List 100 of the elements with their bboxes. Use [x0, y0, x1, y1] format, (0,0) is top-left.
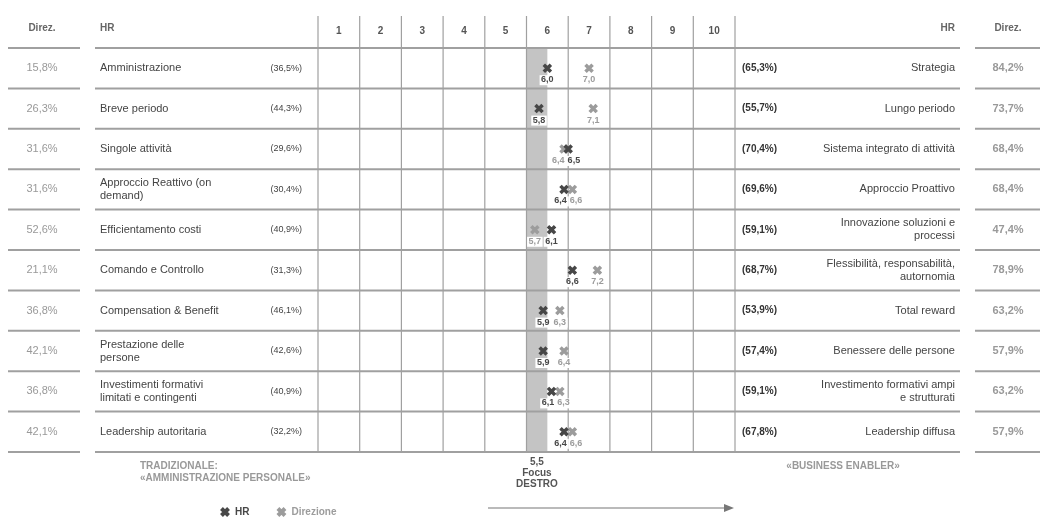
y-tick-label: Investimenti formativi limitati e contingenti	[100, 377, 204, 403]
y2-tick-label: Flessibilità, responsabilità, autornomia	[826, 256, 956, 282]
point	[592, 264, 603, 276]
text: 73,7%	[992, 101, 1024, 114]
data-label: 6,6	[566, 276, 579, 287]
text: Direz.	[28, 21, 56, 33]
point	[558, 345, 570, 357]
data-label: 6,1	[541, 397, 555, 408]
y-tick-label: Singole attività	[100, 142, 173, 155]
y-tick-label: Approccio Reattivo (on demand)	[100, 175, 212, 201]
y-tick-label: Compensation & Benefit	[100, 303, 219, 316]
text: 42,1%	[26, 344, 58, 357]
text: HR	[940, 21, 956, 33]
data-label: 6,4	[552, 154, 565, 165]
y2-tick-label: Strategia	[910, 61, 956, 74]
text: 21,1%	[26, 263, 58, 276]
text: 57,9%	[992, 424, 1024, 437]
text: (57,4%)	[742, 344, 778, 356]
text: (30,4%)	[270, 183, 302, 194]
text: (59,1%)	[742, 223, 778, 235]
text: «BUSINESS ENABLER»	[786, 459, 901, 471]
x2-tick-label: 4	[461, 24, 468, 36]
point	[562, 143, 574, 155]
y-tick-label: Amministrazione	[100, 61, 182, 74]
text: TRADIZIONALE: «AMMINISTRAZIONE PERSONALE»	[140, 459, 312, 483]
text: 36,8%	[26, 384, 58, 397]
text: (70,4%)	[742, 142, 778, 154]
text: (46,1%)	[270, 305, 302, 316]
y-tick-label: Breve periodo	[100, 101, 169, 114]
point	[546, 224, 557, 236]
text: (69,6%)	[742, 183, 778, 195]
point	[583, 62, 595, 74]
point	[554, 386, 566, 397]
point	[567, 426, 578, 438]
data-label: 5,9	[536, 356, 550, 367]
text: 26,3%	[26, 101, 58, 114]
data-label: 6,6	[569, 437, 583, 448]
text: 63,2%	[992, 303, 1024, 316]
y2-tick-label: Lungo periodo	[884, 101, 955, 114]
point	[542, 62, 553, 74]
legend-label: HR	[235, 505, 251, 517]
x2-tick-label: 1	[336, 24, 343, 36]
data-label: 6,6	[569, 195, 583, 206]
text: 36,8%	[26, 303, 58, 316]
point	[537, 345, 549, 357]
text: (40,9%)	[270, 385, 302, 396]
y2-tick-label: Investimento formativi ampi e strutturati	[821, 377, 955, 403]
legend-label: Direzione	[291, 505, 337, 517]
x2-tick-label: 6	[544, 24, 551, 36]
data-label: 6,5	[567, 154, 581, 165]
text: 63,2%	[992, 384, 1024, 397]
data-label: 6,0	[541, 74, 554, 85]
text: (31,3%)	[270, 264, 302, 275]
text: 31,6%	[26, 142, 58, 155]
text: Direz.	[994, 21, 1022, 33]
data-label: 7,2	[591, 276, 604, 287]
text: 15,8%	[26, 61, 58, 74]
point	[533, 103, 545, 114]
text: (29,6%)	[270, 143, 302, 154]
text: (36,5%)	[270, 62, 302, 73]
text: (65,3%)	[742, 61, 778, 73]
point	[537, 305, 549, 316]
data-label: 6,4	[554, 437, 567, 448]
point	[567, 264, 578, 276]
y2-tick-label: Leadership diffusa	[865, 424, 956, 437]
text: (40,9%)	[270, 224, 302, 235]
text: (44,3%)	[270, 103, 302, 114]
text: 42,1%	[26, 424, 58, 437]
data-label: 6,4	[554, 195, 567, 206]
text: (53,9%)	[742, 304, 778, 316]
data-label: 6,4	[557, 356, 571, 367]
text: 52,6%	[26, 222, 58, 235]
y-tick-label: Efficientamento costi	[100, 222, 202, 235]
y2-tick-label: Innovazione soluzioni e processi	[840, 216, 955, 242]
x2-tick-label: 10	[708, 24, 721, 36]
text: (68,7%)	[742, 263, 778, 275]
x2-tick-label: 7	[586, 24, 593, 36]
point	[546, 386, 557, 397]
y2-tick-label: Total reward	[895, 303, 955, 316]
point	[558, 184, 570, 195]
data-label: 6,3	[557, 397, 570, 408]
band-label: 5,5 Focus DESTRO	[516, 455, 558, 489]
x2-tick-label: 8	[627, 24, 634, 36]
text: 47,4%	[992, 222, 1024, 235]
text: (32,2%)	[270, 426, 302, 437]
text: 31,6%	[26, 182, 58, 195]
text: 57,9%	[992, 344, 1024, 357]
point	[554, 305, 566, 316]
text: (55,7%)	[742, 102, 778, 114]
text: 78,9%	[992, 263, 1024, 276]
x2-tick-label: 2	[377, 24, 384, 36]
data-label: 5,7	[528, 235, 542, 246]
text: 68,4%	[992, 142, 1024, 155]
text: (67,8%)	[742, 425, 778, 437]
data-label: 6,1	[545, 235, 558, 246]
y-tick-label: Prestazione delle persone	[100, 337, 185, 363]
y2-tick-label: Benessere delle persone	[833, 344, 955, 357]
text: 68,4%	[992, 182, 1024, 195]
point	[587, 103, 599, 114]
data-label: 5,8	[532, 114, 546, 125]
